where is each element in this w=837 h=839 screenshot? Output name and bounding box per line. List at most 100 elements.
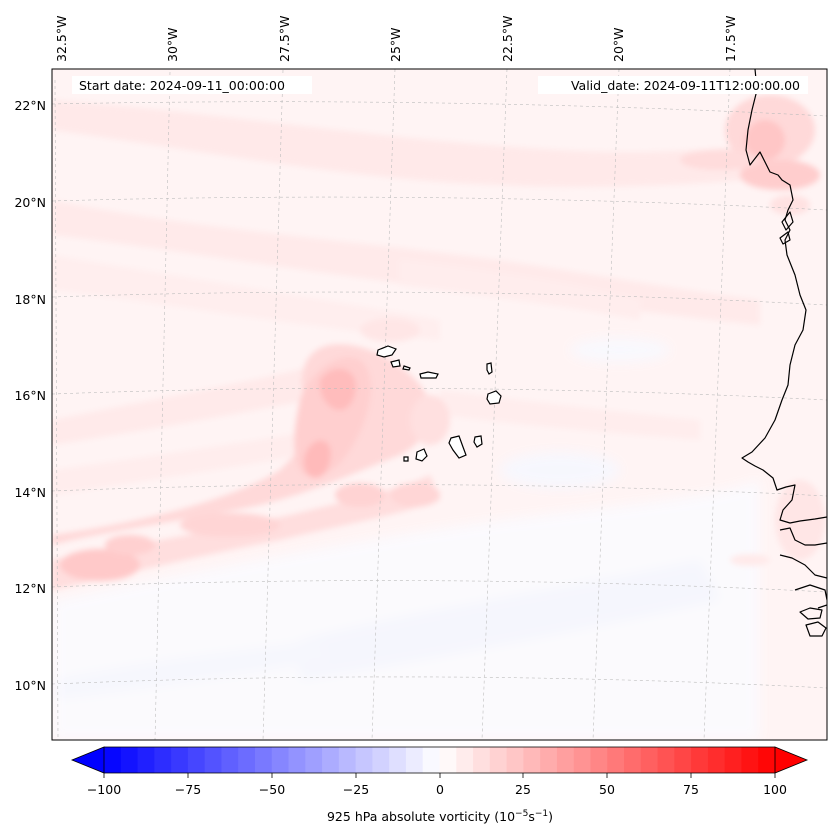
longitude-labels: 32.5°W 30°W 27.5°W 25°W 22.5°W 20°W 17.5… [54,16,738,62]
parallel-20N [52,196,827,211]
colorbar-cell [590,747,608,773]
colorbar-cells [104,747,776,773]
coastline-gambia [779,527,827,546]
colorbar-cell [355,747,374,773]
colorbar-cell [691,747,709,773]
colorbar-cell [506,747,524,773]
coast-island-2 [805,621,827,637]
valid-date-box [538,76,808,94]
colorbar-cell [254,747,273,773]
colorbar-cell [741,747,759,773]
map-frame [51,68,828,741]
meridian-20W [592,69,620,740]
parallel-10N [52,676,827,689]
colorbar-cell [707,747,726,773]
colorbar-cell [758,747,776,773]
lat-label-16N: 16°N [14,388,46,403]
island-brava [403,456,409,462]
colorbar-cell [540,747,558,773]
map-area: Start date: 2024-09-11_00:00:00 Valid_da… [52,69,827,740]
parallel-16N [52,387,827,401]
african-coastline [741,69,827,637]
meridian-27.5W [262,69,284,740]
start-date-text: Start date: 2024-09-11_00:00:00 [79,78,285,93]
island-sao-nicolau [419,371,439,379]
cb-label-100: 100 [763,782,787,797]
colorbar-cell [372,747,390,773]
meridian-22.5W [481,69,508,740]
cb-label-m100: −100 [87,782,121,797]
colorbar-cell [456,747,474,773]
colorbar: −100 −75 −50 −25 0 25 50 75 100 925 hPa … [70,746,809,824]
lat-label-22N: 22°N [14,98,46,113]
parallel-12N [52,580,827,593]
cb-title-exp2: −1 [535,809,548,819]
island-santo-antao [376,345,397,358]
colorbar-title: 925 hPa absolute vorticity (10−5s−1) [327,809,553,824]
colorbar-cell [187,747,206,773]
lon-label-30W: 30°W [165,27,180,62]
island-boa-vista [486,390,502,405]
lat-label-20N: 20°N [14,195,46,210]
coast-island-1 [799,607,823,620]
colorbar-cell [523,747,541,773]
meridian-17.5W [703,69,731,740]
island-sao-vicente [390,359,401,368]
positive-vorticity-zones [52,95,825,590]
lat-label-18N: 18°N [14,292,46,307]
colorbar-cell [473,747,491,773]
lon-label-17.5W: 17.5°W [723,16,738,62]
island-fogo [415,448,428,462]
cb-title-exp1: −5 [515,809,528,819]
colorbar-cell [422,747,441,773]
colorbar-cell [439,747,457,773]
colorbar-cell [271,747,290,773]
coastline-guinea-north [794,584,827,601]
cb-title-mid: s [528,809,535,824]
island-sal [486,362,493,375]
colorbar-cell [405,747,424,773]
colorbar-cell [607,747,625,773]
island-santa-luzia [402,365,411,371]
coast-inlet-2 [779,231,791,245]
colorbar-cell [657,747,675,773]
meridian-25W [371,69,396,740]
colorbar-cell [489,747,508,773]
cape-verde-islands [376,345,502,462]
cb-label-75: 75 [683,782,699,797]
colorbar-ticks [103,773,776,778]
colorbar-cell [556,747,575,773]
parallel-22N [52,101,827,117]
coastline-mainland [741,69,827,524]
meridian-32.5W [54,79,59,740]
colorbar-extend-max [774,746,809,774]
cb-label-25: 25 [515,782,531,797]
lon-label-32.5W: 32.5°W [54,16,69,62]
cb-label-0: 0 [436,782,444,797]
latitude-labels: 22°N 20°N 18°N 16°N 14°N 12°N 10°N [14,98,46,693]
cb-title-main: 925 hPa absolute vorticity (10 [327,809,515,824]
colorbar-cell [338,747,357,773]
colorbar-cell [137,747,155,773]
lon-label-20W: 20°W [611,27,626,62]
colorbar-cell [573,747,592,773]
coastline-guinea-bissau [779,554,827,579]
parallel-14N [52,484,827,497]
cb-label-m75: −75 [175,782,201,797]
lon-label-27.5W: 27.5°W [277,16,292,62]
cb-label-m25: −25 [343,782,369,797]
island-maio [473,435,483,448]
lon-label-22.5W: 22.5°W [500,16,515,62]
coast-inlet-1 [781,211,794,231]
colorbar-cell [104,747,122,773]
colorbar-cell [389,747,407,773]
lat-label-12N: 12°N [14,581,46,596]
colorbar-cell [238,747,256,773]
valid-date-text: Valid_date: 2024-09-11T12:00:00.00 [571,78,800,93]
lat-label-10N: 10°N [14,678,46,693]
start-date-box [72,76,312,94]
island-santiago [448,435,467,459]
colorbar-cell [640,747,659,773]
colorbar-cell [288,747,306,773]
